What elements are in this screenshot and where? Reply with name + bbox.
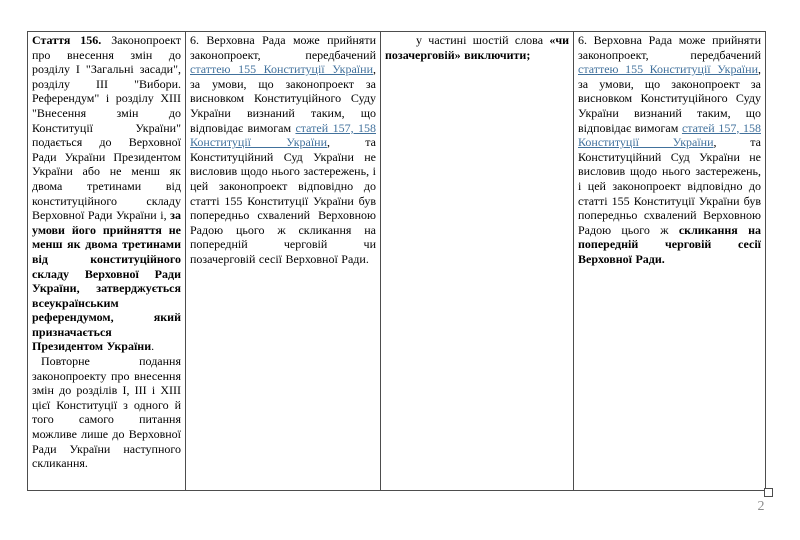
text-segment: 6. Верховна Рада може прийняти законопро… bbox=[190, 33, 376, 62]
text-segment: , та Конституційний Суд України не висло… bbox=[578, 135, 761, 237]
table-cell-amendment-instruction[interactable]: у частині шостій слова «чи позачерговій»… bbox=[380, 31, 574, 491]
text-segment: за умови його прийняття не менш як двома… bbox=[32, 208, 181, 354]
table-cell-part6-current[interactable]: 6. Верховна Рада може прийняти законопро… bbox=[185, 31, 381, 491]
table-row: Стаття 156. Законопроект про внесення зм… bbox=[27, 31, 766, 491]
article-link[interactable]: статтею 155 Конституції України bbox=[190, 62, 373, 77]
text-segment: Законопроект про внесення змін до розділ… bbox=[32, 33, 181, 223]
text-segment: Стаття 156. bbox=[32, 33, 102, 47]
table-resize-handle-icon[interactable] bbox=[764, 488, 773, 497]
text-segment: , за умови, що законопроект за висновком… bbox=[578, 62, 761, 135]
text-segment: , та Конституційний Суд України не висло… bbox=[190, 135, 376, 266]
text-segment: 6. Верховна Рада може прийняти законопро… bbox=[578, 33, 761, 62]
paragraph: Повторне подання законопроекту про внесе… bbox=[32, 354, 181, 471]
paragraph: у частині шостій слова «чи позачерговій»… bbox=[385, 33, 569, 62]
text-segment: Повторне подання законопроекту про внесе… bbox=[32, 354, 181, 471]
article-link[interactable]: статей 157, 158 Конституції України bbox=[578, 120, 761, 150]
article-link[interactable]: статтею 155 Конституції України bbox=[578, 62, 758, 77]
paragraph: 6. Верховна Рада може прийняти законопро… bbox=[578, 33, 761, 267]
comparison-table: Стаття 156. Законопроект про внесення зм… bbox=[27, 31, 766, 491]
paragraph: Стаття 156. Законопроект про внесення зм… bbox=[32, 33, 181, 354]
table-cell-current-article-156[interactable]: Стаття 156. Законопроект про внесення зм… bbox=[27, 31, 186, 491]
text-segment: . bbox=[151, 339, 155, 354]
text-segment: «чи позачерговій» виключити; bbox=[385, 33, 569, 62]
article-link[interactable]: статей 157, 158 Конституції України bbox=[190, 120, 376, 150]
text-segment: скликання на попередній черговій сесії В… bbox=[578, 222, 761, 266]
text-segment: , за умови, що законопроект за висновком… bbox=[190, 62, 376, 135]
text-segment: у частині шостій слова bbox=[416, 33, 550, 47]
paragraph: 6. Верховна Рада може прийняти законопро… bbox=[190, 33, 376, 267]
table-cell-part6-amended[interactable]: 6. Верховна Рада може прийняти законопро… bbox=[573, 31, 766, 491]
page-number: 2 bbox=[757, 499, 765, 514]
